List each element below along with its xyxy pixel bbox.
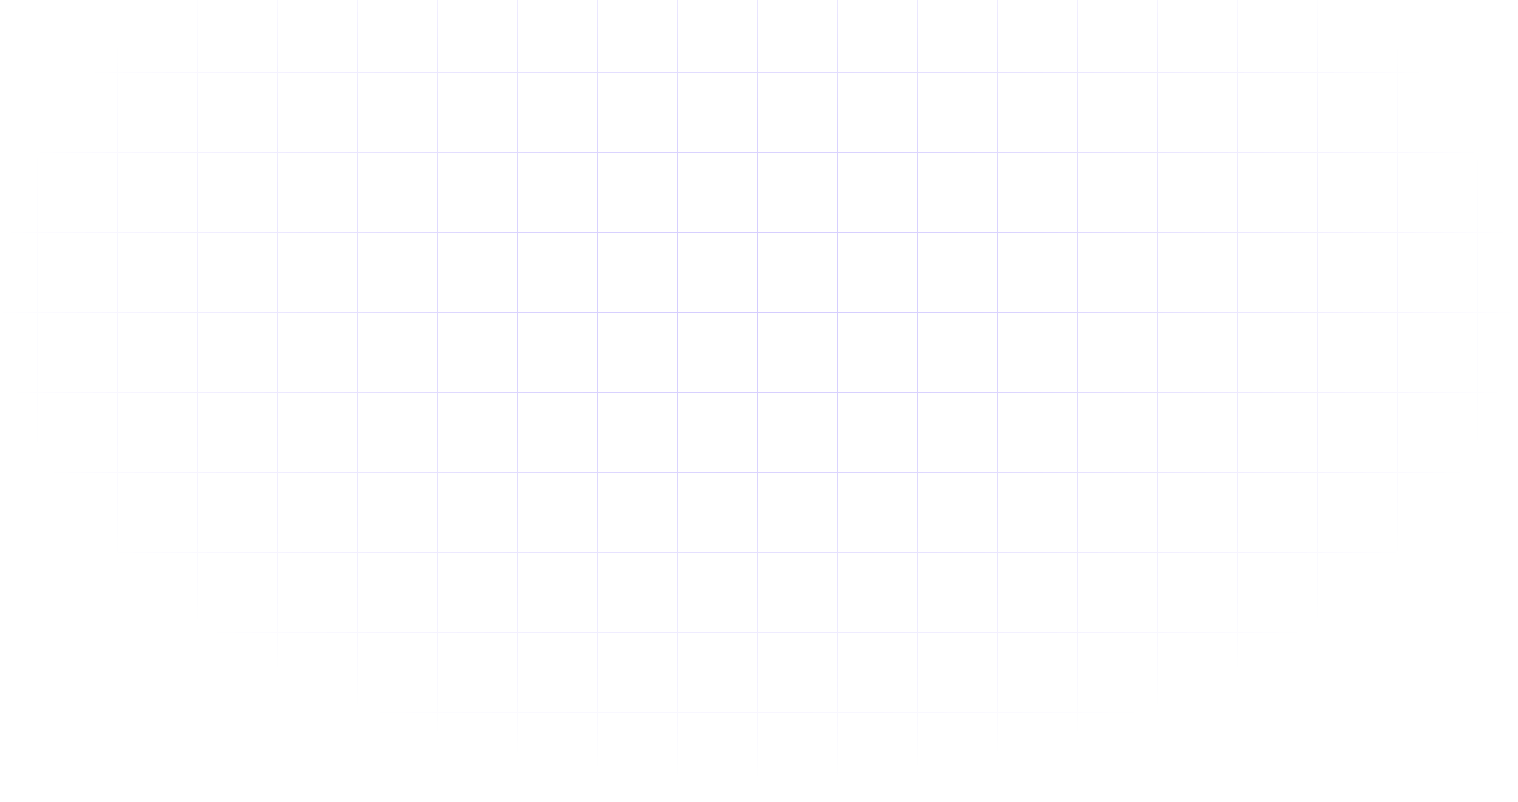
background-grid	[0, 0, 1518, 802]
